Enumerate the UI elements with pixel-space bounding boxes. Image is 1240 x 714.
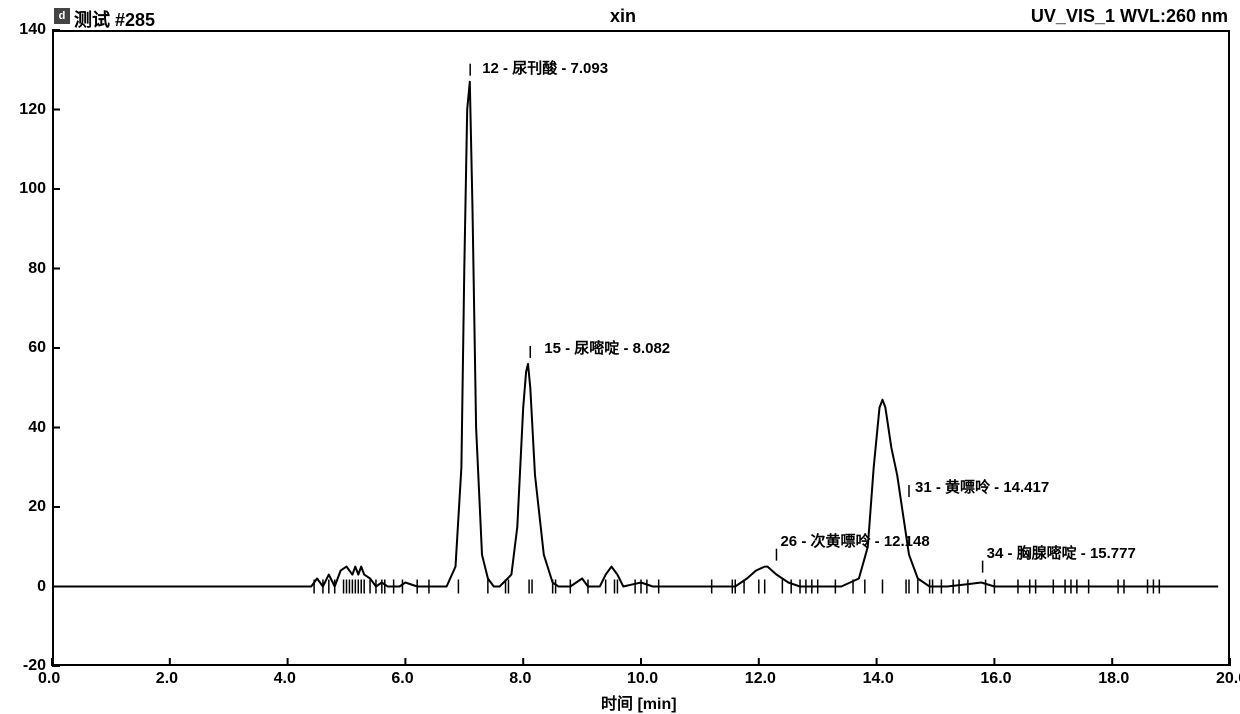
x-tick-label: 4.0 — [274, 670, 296, 688]
x-tick-label: 18.0 — [1098, 670, 1129, 688]
x-tick-label: 16.0 — [980, 670, 1011, 688]
x-tick-label: 0.0 — [38, 670, 60, 688]
y-tick-label: 0 — [37, 578, 46, 596]
y-tick-label: 60 — [28, 339, 46, 357]
y-tick-label: 40 — [28, 419, 46, 437]
y-tick-label: 140 — [19, 21, 46, 39]
y-tick-label: 20 — [28, 498, 46, 516]
x-tick-label: 8.0 — [509, 670, 531, 688]
x-tick-label: 14.0 — [863, 670, 894, 688]
x-axis-title: 时间 [min] — [601, 690, 677, 714]
peak-label: 31 - 黄嘌呤 - 14.417 — [915, 476, 1049, 497]
x-tick-label: 12.0 — [745, 670, 776, 688]
y-tick-label: 120 — [19, 101, 46, 119]
x-tick-label: 10.0 — [627, 670, 658, 688]
x-tick-label: 6.0 — [391, 670, 413, 688]
peak-label: 12 - 尿刊酸 - 7.093 — [482, 57, 608, 78]
x-tick-label: 2.0 — [156, 670, 178, 688]
peak-label: 26 - 次黄嘌呤 - 12.148 — [780, 530, 929, 551]
x-tick-label: 20.0 — [1216, 670, 1240, 688]
peak-label: 34 - 胸腺嘧啶 - 15.777 — [987, 542, 1136, 563]
y-tick-label: 80 — [28, 260, 46, 278]
peak-label: 15 - 尿嘧啶 - 8.082 — [544, 337, 670, 358]
y-tick-label: 100 — [19, 180, 46, 198]
